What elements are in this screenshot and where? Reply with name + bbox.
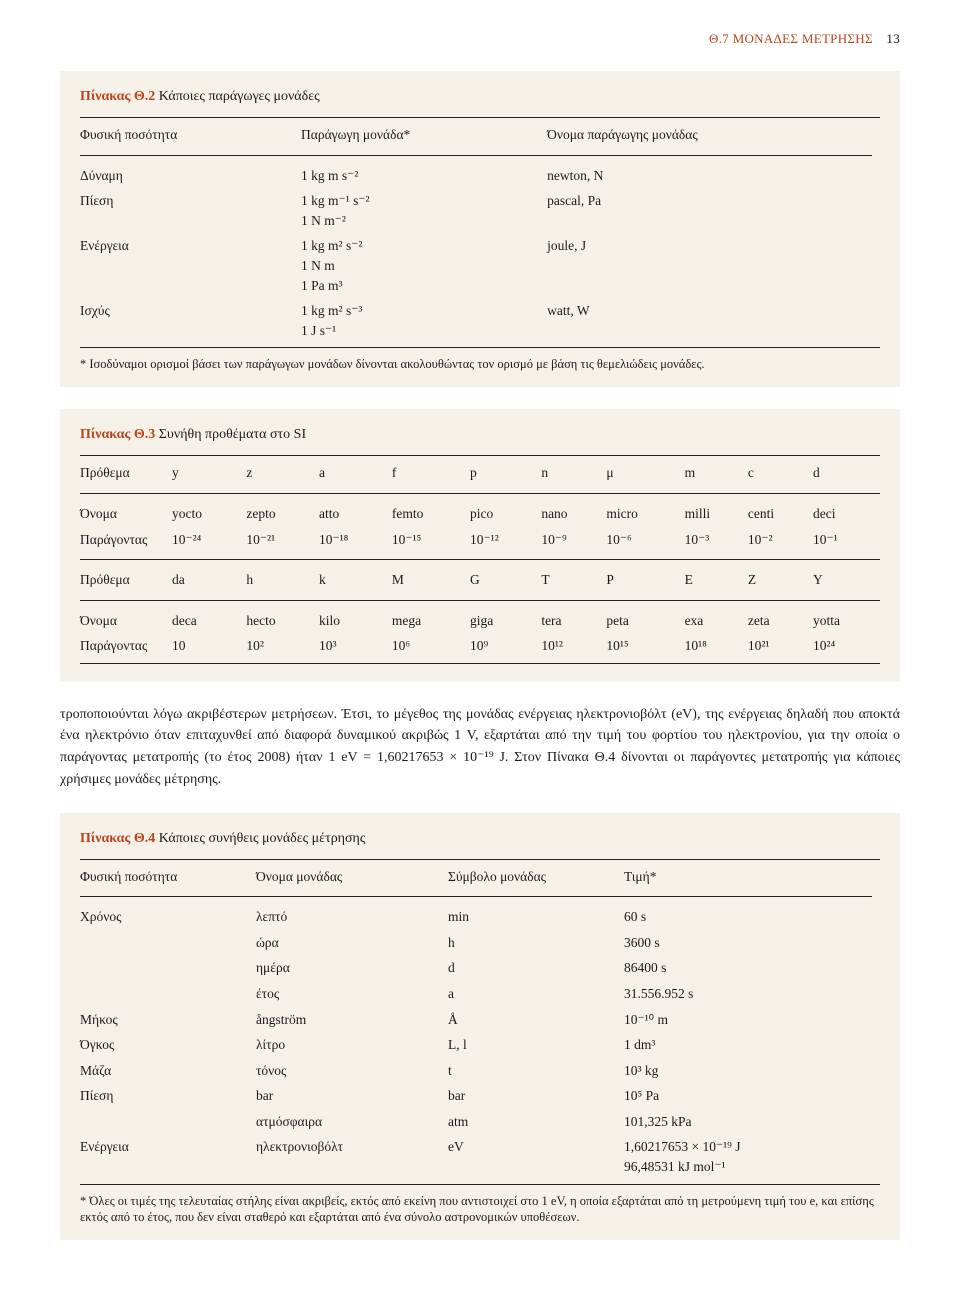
table-row: Πίεσηbarbar10⁵ Pa (80, 1083, 880, 1109)
table-2-header-row: Φυσική ποσότητα Παράγωγη μονάδα* Όνομα π… (80, 122, 880, 148)
table-2-caption-rest: Κάποιες παράγωγες μονάδες (159, 89, 320, 104)
table-row: ώραh3600 s (80, 930, 880, 956)
table-3-caption-bold: Πίνακας Θ.3 (80, 427, 155, 442)
table-row: Χρόνοςλεπτόmin60 s (80, 904, 880, 930)
table-4-caption-rest: Κάποιες συνήθεις μονάδες μέτρησης (159, 831, 366, 846)
table-3-top: Πρόθεμα yzafpnμmcd Όνομα yoctozeptoattof… (80, 460, 880, 658)
table-row: έτοςa31.556.952 s (80, 981, 880, 1007)
table-row: ΌγκοςλίτροL, l1 dm³ (80, 1032, 880, 1058)
table-4-caption: Πίνακας Θ.4 Κάποιες συνήθεις μονάδες μέτ… (80, 829, 880, 849)
table-4-footnote: * Όλες οι τιμές της τελευταίας στήλης εί… (80, 1193, 880, 1227)
table-theta-3: Πίνακας Θ.3 Συνήθη προθέματα στο SI Πρόθ… (60, 409, 900, 682)
table-theta-4: Πίνακας Θ.4 Κάποιες συνήθεις μονάδες μέτ… (60, 813, 900, 1241)
table-2-h1: Παράγωγη μονάδα* (301, 122, 547, 148)
table-theta-2: Πίνακας Θ.2 Κάποιες παράγωγες μονάδες Φυ… (60, 71, 900, 387)
running-head-text: Θ.7 ΜΟΝΑΔΕΣ ΜΕΤΡΗΣΗΣ (709, 31, 873, 46)
table-2-h2: Όνομα παράγωγης μονάδας (547, 122, 880, 148)
body-paragraph: τροποποιούνται λόγω ακριβέστερων μετρήσε… (60, 704, 900, 791)
table-4-header-row: Φυσική ποσότητα Όνομα μονάδας Σύμβολο μο… (80, 864, 880, 890)
table-row: Ισχύς 1 kg m² s⁻³ 1 J s⁻¹ watt, W (80, 298, 880, 343)
table-2-caption-bold: Πίνακας Θ.2 (80, 89, 155, 104)
table-3-caption: Πίνακας Θ.3 Συνήθη προθέματα στο SI (80, 425, 880, 445)
table-row: Πίεση 1 kg m⁻¹ s⁻² 1 N m⁻² pascal, Pa (80, 188, 880, 233)
table-2-grid: Φυσική ποσότητα Παράγωγη μονάδα* Όνομα π… (80, 122, 880, 343)
table-row: ημέραd86400 s (80, 955, 880, 981)
table-2-h0: Φυσική ποσότητα (80, 122, 301, 148)
page-number: 13 (886, 31, 900, 46)
table-2-caption: Πίνακας Θ.2 Κάποιες παράγωγες μονάδες (80, 87, 880, 107)
table-row: ΜήκοςångströmÅ10⁻¹⁰ m (80, 1007, 880, 1033)
running-head: Θ.7 ΜΟΝΑΔΕΣ ΜΕΤΡΗΣΗΣ 13 (60, 30, 900, 49)
table-4-caption-bold: Πίνακας Θ.4 (80, 831, 155, 846)
table-row: Μάζατόνοςt10³ kg (80, 1058, 880, 1084)
table-4-grid: Φυσική ποσότητα Όνομα μονάδας Σύμβολο μο… (80, 864, 880, 1180)
table-row: Δύναμη 1 kg m s⁻² newton, N (80, 163, 880, 189)
table-3-caption-rest: Συνήθη προθέματα στο SI (159, 427, 306, 442)
table-row: Ενέργεια 1 kg m² s⁻² 1 N m 1 Pa m³ joule… (80, 233, 880, 298)
table-2-footnote: * Ισοδύναμοι ορισμοί βάσει των παράγωγων… (80, 356, 880, 373)
table-row: ατμόσφαιραatm101,325 kPa (80, 1109, 880, 1135)
table-row: ΕνέργειαηλεκτρονιοβόλτeV1,60217653 × 10⁻… (80, 1134, 880, 1179)
